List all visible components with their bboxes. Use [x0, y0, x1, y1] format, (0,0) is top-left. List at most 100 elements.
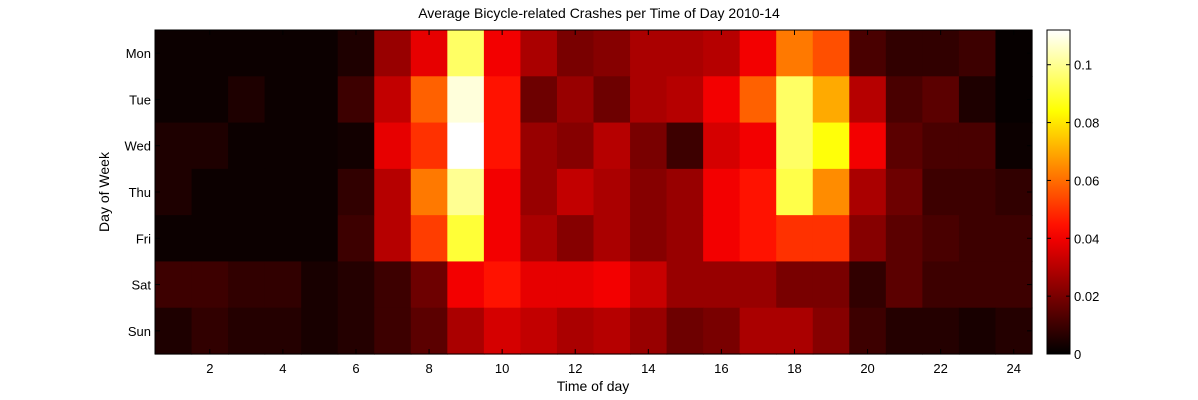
heatmap-cell [520, 168, 558, 216]
heatmap-cell [922, 76, 960, 124]
heatmap-cell [447, 122, 485, 170]
heatmap-cell [666, 76, 704, 124]
heatmap-cell [593, 168, 631, 216]
heatmap-cell [593, 76, 631, 124]
heatmap-cell [885, 307, 923, 355]
heatmap-cell [228, 122, 266, 170]
heatmap-cell [410, 168, 448, 216]
heatmap-cell [849, 30, 887, 77]
heatmap-cell [776, 261, 814, 309]
y-tick-label: Thu [129, 185, 151, 200]
heatmap-cell [703, 168, 741, 216]
heatmap-cell [264, 76, 302, 124]
heatmap-cell [958, 122, 997, 170]
heatmap-cell [483, 76, 522, 124]
heatmap-cell [520, 215, 558, 263]
heatmap-cell [630, 30, 668, 77]
heatmap-cell [922, 261, 960, 309]
x-tick-label: 10 [495, 361, 509, 376]
heatmap-cell [191, 307, 229, 355]
heatmap-cell [885, 30, 923, 77]
heatmap-cell [593, 261, 631, 309]
heatmap-cell [812, 76, 850, 124]
heatmap-cell [739, 122, 777, 170]
heatmap-cell [191, 215, 229, 263]
heatmap-cell [520, 261, 558, 309]
heatmap-cell [666, 261, 704, 309]
heatmap-cell [191, 261, 229, 309]
heatmap-cell [556, 122, 595, 170]
heatmap-cell [776, 30, 814, 77]
heatmap-cell [630, 307, 668, 355]
x-axis-label: Time of day [557, 378, 630, 394]
heatmap-cell [995, 30, 1033, 77]
heatmap-cell [958, 261, 997, 309]
heatmap-cell [301, 76, 339, 124]
heatmap-cells [155, 30, 1033, 355]
heatmap-cell [812, 30, 850, 77]
x-tick-label: 20 [860, 361, 874, 376]
heatmap-cell [410, 30, 448, 77]
chart-title: Average Bicycle-related Crashes per Time… [418, 5, 780, 21]
heatmap-cell [264, 215, 302, 263]
heatmap-cell [410, 215, 448, 263]
heatmap-cell [264, 168, 302, 216]
heatmap-cell [556, 261, 595, 309]
heatmap-cell [301, 215, 339, 263]
heatmap-cell [958, 30, 997, 77]
heatmap-cell [922, 215, 960, 263]
heatmap-cell [666, 215, 704, 263]
heatmap-cell [630, 261, 668, 309]
heatmap-cell [447, 261, 485, 309]
heatmap-cell [520, 76, 558, 124]
heatmap-cell [593, 215, 631, 263]
heatmap-cell [301, 261, 339, 309]
heatmap-cell [374, 30, 412, 77]
heatmap-cell [447, 76, 485, 124]
heatmap-cell [812, 122, 850, 170]
heatmap-cell [264, 30, 302, 77]
heatmap-cell [958, 215, 997, 263]
heatmap-cell [337, 76, 375, 124]
y-tick-label: Sun [128, 324, 151, 339]
heatmap-cell [703, 307, 741, 355]
heatmap-cell [776, 168, 814, 216]
x-tick-label: 8 [425, 361, 432, 376]
heatmap-cell [922, 307, 960, 355]
heatmap-cell [995, 215, 1033, 263]
heatmap-cell [301, 307, 339, 355]
heatmap-cell [520, 307, 558, 355]
heatmap-cell [556, 215, 595, 263]
colorbar [1046, 29, 1071, 355]
heatmap-cell [374, 261, 412, 309]
x-axis-ticks: 2 4 6 8 10 12 14 16 18 20 22 24 [206, 30, 1021, 376]
heatmap-cell [410, 76, 448, 124]
heatmap-cell [812, 215, 850, 263]
x-tick-label: 14 [641, 361, 655, 376]
heatmap-cell [995, 307, 1033, 355]
heatmap-cell [301, 30, 339, 77]
heatmap-cell [155, 261, 193, 309]
heatmap-cell [922, 168, 960, 216]
heatmap-cell [483, 261, 522, 309]
heatmap-cell [556, 30, 595, 77]
heatmap-cell [630, 168, 668, 216]
heatmap-cell [191, 122, 229, 170]
heatmap-cell [374, 307, 412, 355]
heatmap-cell [337, 168, 375, 216]
heatmap-cell [885, 122, 923, 170]
heatmap-cell [666, 168, 704, 216]
heatmap-cell [849, 307, 887, 355]
heatmap-cell [191, 76, 229, 124]
y-axis-label: Day of Week [96, 151, 112, 232]
heatmap-cell [885, 261, 923, 309]
heatmap-cell [630, 215, 668, 263]
heatmap-cell [228, 307, 266, 355]
heatmap-cell [922, 30, 960, 77]
heatmap-cell [885, 215, 923, 263]
heatmap-cell [593, 122, 631, 170]
y-tick-label: Mon [126, 46, 151, 61]
heatmap-cell [447, 168, 485, 216]
x-tick-label: 4 [279, 361, 286, 376]
heatmap-cell [666, 307, 704, 355]
